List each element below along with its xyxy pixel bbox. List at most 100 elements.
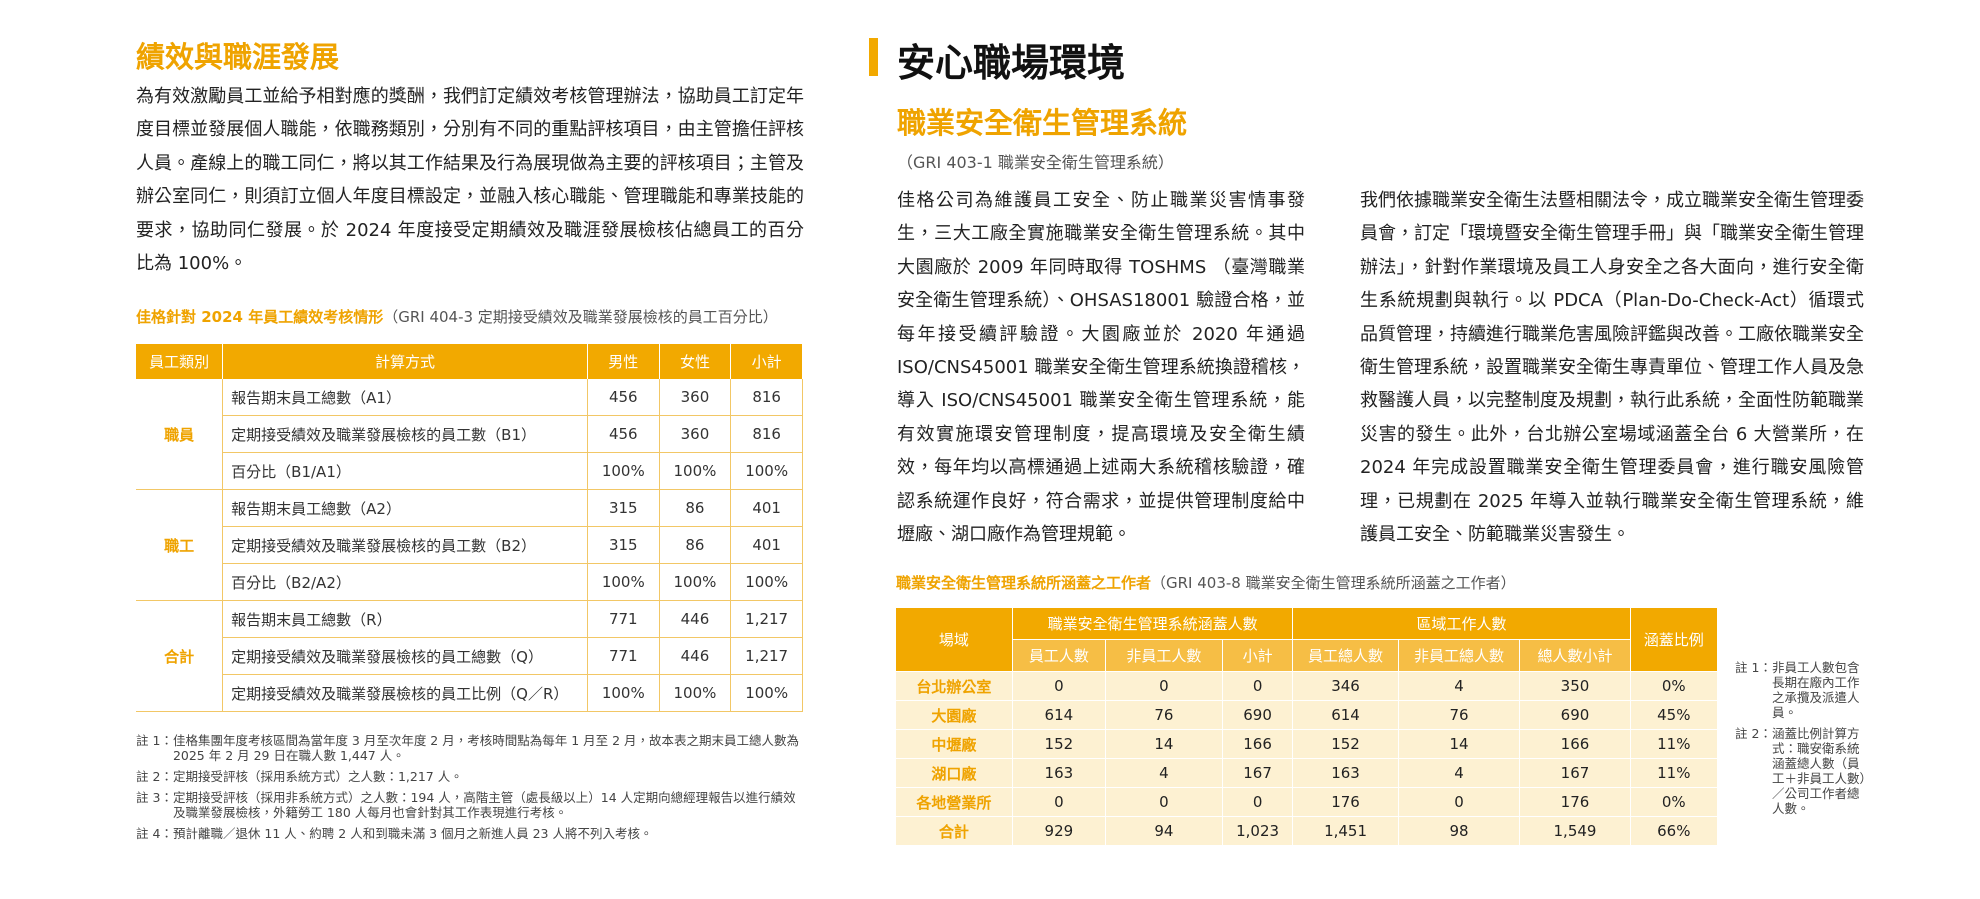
- group-cell: 職工: [136, 489, 224, 601]
- table-row: 各地營業所 0 0 0 176 0 176 0%: [895, 787, 1719, 817]
- table-cell: 86: [659, 489, 732, 527]
- table-title-text: 職業安全衛生管理系統所涵蓋之工作者: [896, 574, 1152, 592]
- table-cell: 0%: [1629, 671, 1719, 701]
- table-cell: 定期接受績效及職業發展檢核的員工數（B2）: [222, 526, 588, 564]
- header-cell: 員工總人數: [1292, 639, 1399, 672]
- table-cell: 167: [1519, 758, 1631, 788]
- performance-table: 員工類別 計算方式 男性 女性 小計 職員 報告期末員工總數（A1） 456 360 816 定期接…: [136, 344, 803, 712]
- table-cell: 176: [1519, 787, 1631, 817]
- table-cell: 0%: [1629, 787, 1719, 817]
- header-cell: 男性: [587, 344, 660, 379]
- header-cell: 總人數小計: [1519, 639, 1631, 672]
- table-cell: 合計: [895, 816, 1013, 846]
- header-cell: 女性: [659, 344, 732, 379]
- title-bar: [869, 38, 878, 76]
- table-cell: 45%: [1629, 700, 1719, 730]
- table-cell: 定期接受績效及職業發展檢核的員工總數（Q）: [222, 637, 588, 675]
- table-cell: 0: [1011, 787, 1106, 817]
- table-cell: 446: [659, 600, 732, 638]
- table-cell: 166: [1519, 729, 1631, 759]
- table-row: 百分比（B1/A1） 100% 100% 100%: [136, 452, 803, 490]
- gri-ref: （GRI 403-1 職業安全衛生管理系統）: [897, 153, 1174, 172]
- table-cell: 100%: [730, 674, 803, 712]
- table-cell: 816: [730, 415, 803, 453]
- table-cell: 1,451: [1292, 816, 1399, 846]
- header-cell: 區域工作人數: [1292, 607, 1631, 640]
- table-cell: 湖口廠: [895, 758, 1013, 788]
- table-cell: 163: [1011, 758, 1106, 788]
- note: 註 2： 定期接受評核（採用系統方式）之人數：1,217 人。: [136, 769, 804, 784]
- table-cell: 100%: [587, 563, 660, 601]
- table-cell: 401: [730, 526, 803, 564]
- header-cell: 小計: [1221, 639, 1294, 672]
- table-cell: 14: [1104, 729, 1223, 759]
- notes: 註 1： 佳格集團年度考核區間為當年度 3 月至次年度 2 月，考核時間點為每年 …: [136, 733, 804, 847]
- note-label: 註 1：: [1735, 660, 1772, 675]
- header-row: 員工人數 非員工人數 小計 員工總人數 非員工總人數 總人數小計: [896, 639, 1718, 672]
- table-cell: 94: [1104, 816, 1223, 846]
- table-cell: 100%: [659, 563, 732, 601]
- paragraph: 我們依據職業安全衛生法暨相關法令，成立職業安全衛生管理委員會，訂定「環境暨安全衛…: [1360, 190, 1864, 546]
- note: 註 1： 非員工人數包含長期在廠內工作之承攬及派遣人員。: [1735, 660, 1867, 720]
- table-cell: 771: [587, 637, 660, 675]
- table-cell: 報告期末員工總數（R）: [222, 600, 588, 638]
- table-cell: 各地營業所: [895, 787, 1013, 817]
- header-cell: 員工人數: [1011, 639, 1106, 672]
- header-cell: 員工類別: [136, 344, 224, 379]
- table-cell: 中壢廠: [895, 729, 1013, 759]
- table-row: 台北辦公室 0 0 0 346 4 350 0%: [895, 671, 1719, 701]
- table-cell: 1,549: [1519, 816, 1631, 846]
- table-cell: 100%: [659, 452, 732, 490]
- table-cell: 4: [1104, 758, 1223, 788]
- table-row: 合計 929 94 1,023 1,451 98 1,549 66%: [895, 816, 1719, 846]
- group-cell: 合計: [136, 600, 224, 712]
- table-cell: 315: [587, 526, 660, 564]
- table-cell: 0: [1104, 671, 1223, 701]
- table-row: 定期接受績效及職業發展檢核的員工總數（Q） 771 446 1,217: [136, 637, 803, 675]
- table-cell: 401: [730, 489, 803, 527]
- header-cell: 計算方式: [222, 344, 588, 379]
- note-text: 非員工人數包含長期在廠內工作之承攬及派遣人員。: [1771, 660, 1860, 720]
- table-cell: 4: [1397, 671, 1521, 701]
- table-cell: 大園廠: [895, 700, 1013, 730]
- header-cell: 小計: [730, 344, 803, 379]
- table-row: 職員 報告期末員工總數（A1） 456 360 816: [136, 379, 803, 490]
- table-cell: 456: [587, 415, 660, 453]
- table-cell: 報告期末員工總數（A2）: [222, 489, 588, 527]
- table-cell: 929: [1011, 816, 1106, 846]
- note-text: 定期接受評核（採用非系統方式）之人數：194 人，高階主管（處長級以上）14 人…: [172, 790, 796, 820]
- note-text: 預計離職／退休 11 人、約聘 2 人和到職未滿 3 個月之新進人員 23 人將…: [172, 826, 653, 841]
- header-cell: 非員工總人數: [1397, 639, 1521, 672]
- table-cell: 614: [1292, 700, 1399, 730]
- table-cell: 100%: [587, 674, 660, 712]
- table-row: 中壢廠 152 14 166 152 14 166 11%: [895, 729, 1719, 759]
- table-cell: 614: [1011, 700, 1106, 730]
- table-cell: 定期接受績效及職業發展檢核的員工比例（Q／R）: [222, 674, 588, 712]
- table-cell: 346: [1292, 671, 1399, 701]
- table-cell: 456: [587, 379, 660, 416]
- table-cell: 350: [1519, 671, 1631, 701]
- note-label: 註 1：: [136, 733, 173, 748]
- table-cell: 0: [1221, 787, 1294, 817]
- table-cell: 166: [1221, 729, 1294, 759]
- note-label: 註 4：: [136, 826, 173, 841]
- coverage-table: 場域 職業安全衛生管理系統涵蓋人數 區域工作人數 涵蓋比例 員工人數 非員工人數 小計 員工總…: [895, 607, 1719, 846]
- notes: 註 1： 非員工人數包含長期在廠內工作之承攬及派遣人員。註 2： 涵蓋比例計算方式：…: [1735, 660, 1867, 822]
- paragraph: 為有效激勵員工並給予相對應的獎酬，我們訂定績效考核管理辦法，協助員工訂定年度目標…: [136, 86, 804, 275]
- note-label: 註 3：: [136, 790, 173, 805]
- table-cell: 152: [1011, 729, 1106, 759]
- page-title: 安心職場環境: [897, 41, 1126, 85]
- table-cell: 100%: [730, 452, 803, 490]
- table-row: 定期接受績效及職業發展檢核的員工數（B1） 456 360 816: [136, 415, 803, 453]
- table-cell: 定期接受績效及職業發展檢核的員工數（B1）: [222, 415, 588, 453]
- table-cell: 14: [1397, 729, 1521, 759]
- note-label: 註 2：: [136, 769, 173, 784]
- table-row: 定期接受績效及職業發展檢核的員工數（B2） 315 86 401: [136, 526, 803, 564]
- table-cell: 百分比（B1/A1）: [222, 452, 588, 490]
- table-title: 佳格針對 2024 年員工績效考核情形（GRI 404-3 定期接受績效及職業發…: [136, 306, 778, 327]
- table-cell: 76: [1397, 700, 1521, 730]
- table-cell: 0: [1011, 671, 1106, 701]
- table-cell: 0: [1397, 787, 1521, 817]
- table-cell: 100%: [730, 563, 803, 601]
